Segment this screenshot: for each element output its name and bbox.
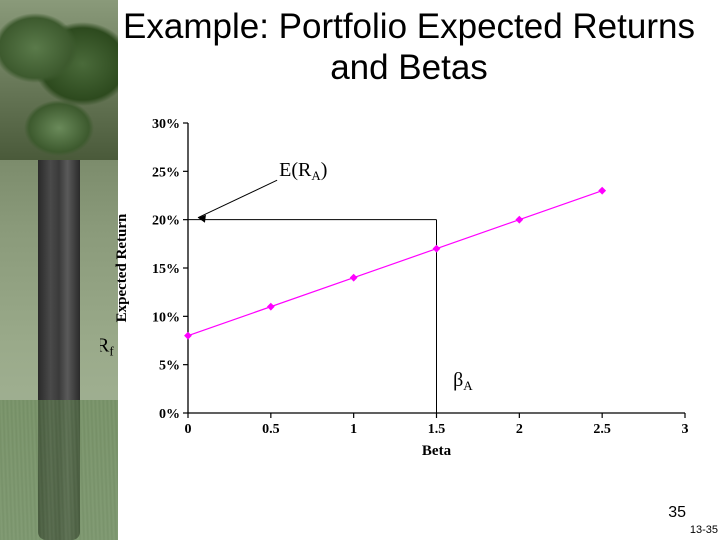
era-label: E(RA) [279,159,327,183]
rf-label: Rf [100,334,114,358]
svg-text:20%: 20% [152,214,180,229]
svg-text:25%: 25% [152,165,180,180]
svg-text:2: 2 [516,422,523,437]
svg-text:1: 1 [350,422,357,437]
y-axis-label: Expected Return [114,213,130,322]
svg-text:15%: 15% [152,262,180,277]
svg-text:0: 0 [185,422,192,437]
page-number-small: 13-35 [690,524,718,536]
portfolio-chart: 0% 5% 10% 15% 20% 25% 30% 0 0.5 1 1.5 2 2.5 3 Expected… [100,108,700,478]
svg-text:10%: 10% [152,310,180,325]
beta-a-label: βA [453,369,473,393]
slide-title: Example: Portfolio Expected Returns and … [104,6,714,89]
svg-text:5%: 5% [159,359,180,374]
svg-text:1.5: 1.5 [428,422,446,437]
svg-text:3: 3 [682,422,689,437]
svg-text:0%: 0% [159,407,180,422]
svg-text:0.5: 0.5 [262,422,280,437]
chart-svg: 0% 5% 10% 15% 20% 25% 30% 0 0.5 1 1.5 2 2.5 3 Expected… [100,108,700,478]
svg-text:30%: 30% [152,117,180,132]
x-axis-label: Beta [422,443,452,459]
page-number: 35 [668,504,686,522]
svg-text:2.5: 2.5 [593,422,611,437]
